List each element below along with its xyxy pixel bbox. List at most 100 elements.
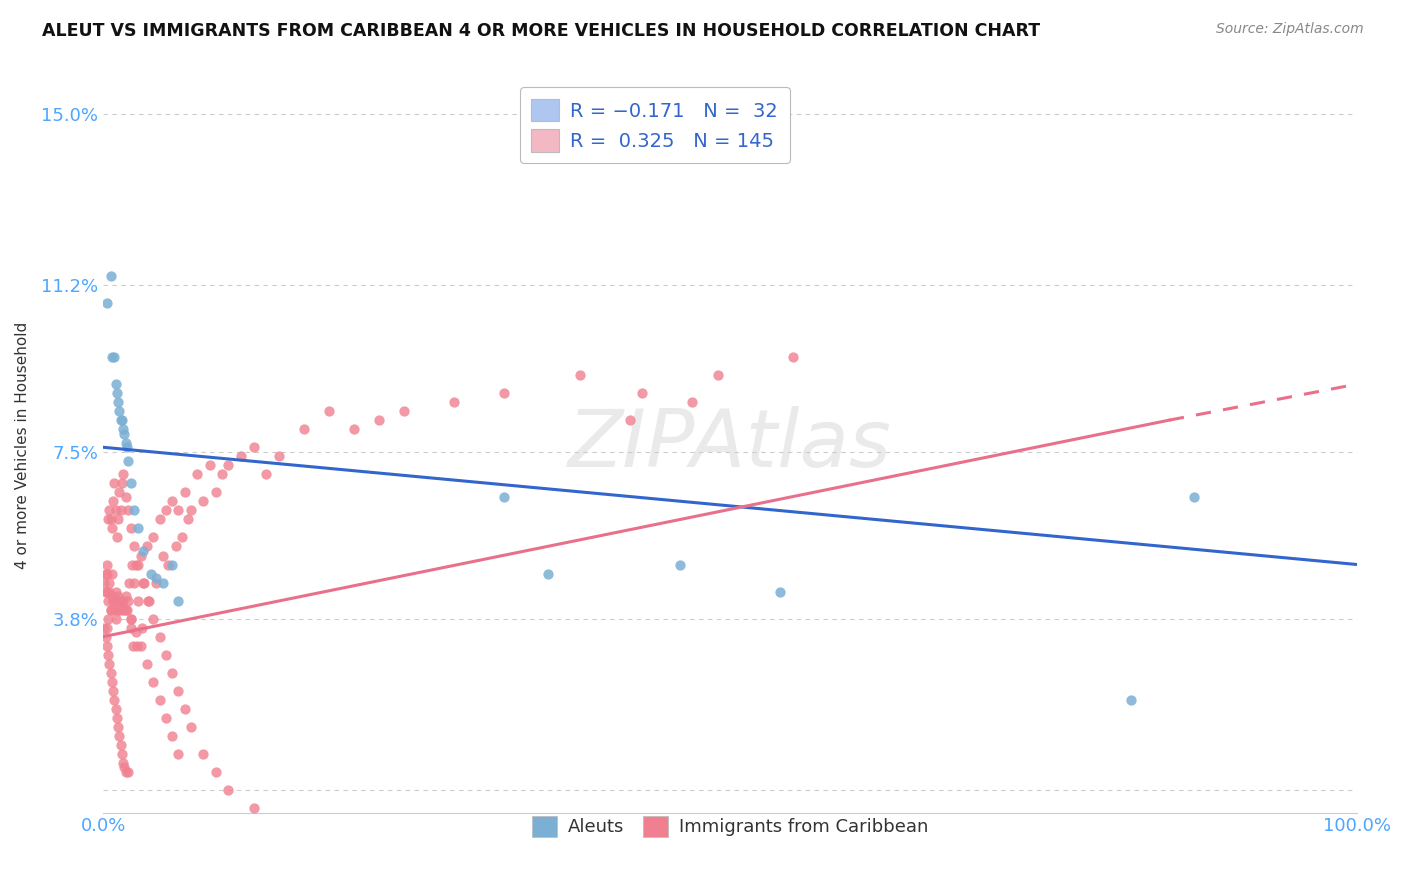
Point [292,422,315,436]
Point [104,612,127,626]
Point [105,593,128,607]
Point [118,575,141,590]
Point [769,584,792,599]
Point [97,612,120,626]
Point [211,467,233,482]
Point [494,386,516,401]
Point [103,350,125,364]
Point [120,476,142,491]
Point [568,368,591,383]
Point [98,575,121,590]
Point [104,503,127,517]
Point [131,621,153,635]
Point [111,476,134,491]
Point [98,584,121,599]
Point [96,566,118,581]
Point [368,413,391,427]
Point [110,413,132,427]
Point [180,720,202,734]
Point [218,458,240,473]
Point [392,404,415,418]
Point [494,490,516,504]
Point [94,584,117,599]
Point [160,558,183,572]
Point [254,467,277,482]
Point [104,702,127,716]
Point [343,422,366,436]
Point [193,494,215,508]
Point [120,612,142,626]
Point [177,512,200,526]
Point [114,490,136,504]
Point [127,593,149,607]
Point [112,602,135,616]
Point [117,593,139,607]
Point [167,747,190,761]
Point [111,593,134,607]
Point [104,377,127,392]
Point [97,648,120,662]
Point [100,665,122,680]
Point [108,602,131,616]
Point [782,350,804,364]
Point [112,760,135,774]
Point [112,467,135,482]
Point [167,683,190,698]
Point [96,639,118,653]
Point [107,512,129,526]
Point [127,558,149,572]
Point [124,503,146,517]
Text: ZIPAtlas: ZIPAtlas [568,406,891,484]
Point [142,674,165,689]
Point [1121,693,1143,707]
Point [165,540,187,554]
Point [631,386,654,401]
Point [101,521,124,535]
Point [142,531,165,545]
Point [242,801,264,815]
Point [108,729,131,743]
Point [318,404,340,418]
Point [120,612,142,626]
Point [103,693,125,707]
Point [619,413,641,427]
Point [112,593,135,607]
Point [103,602,125,616]
Point [98,657,121,671]
Point [101,589,124,603]
Point [167,593,190,607]
Point [107,720,129,734]
Point [110,738,132,752]
Point [96,621,118,635]
Point [101,494,124,508]
Point [101,593,124,607]
Point [155,648,177,662]
Point [108,485,131,500]
Point [152,549,174,563]
Point [145,571,167,585]
Point [111,747,134,761]
Point [96,296,118,310]
Point [111,413,134,427]
Point [193,747,215,761]
Point [105,711,128,725]
Point [114,764,136,779]
Point [180,503,202,517]
Point [97,593,120,607]
Point [124,575,146,590]
Point [115,440,138,454]
Point [114,589,136,603]
Point [443,395,465,409]
Point [112,756,135,770]
Text: Source: ZipAtlas.com: Source: ZipAtlas.com [1216,22,1364,37]
Point [107,395,129,409]
Point [669,558,692,572]
Point [94,630,117,644]
Point [96,584,118,599]
Point [100,268,122,283]
Point [681,395,703,409]
Point [100,602,122,616]
Point [155,711,177,725]
Point [114,602,136,616]
Point [706,368,728,383]
